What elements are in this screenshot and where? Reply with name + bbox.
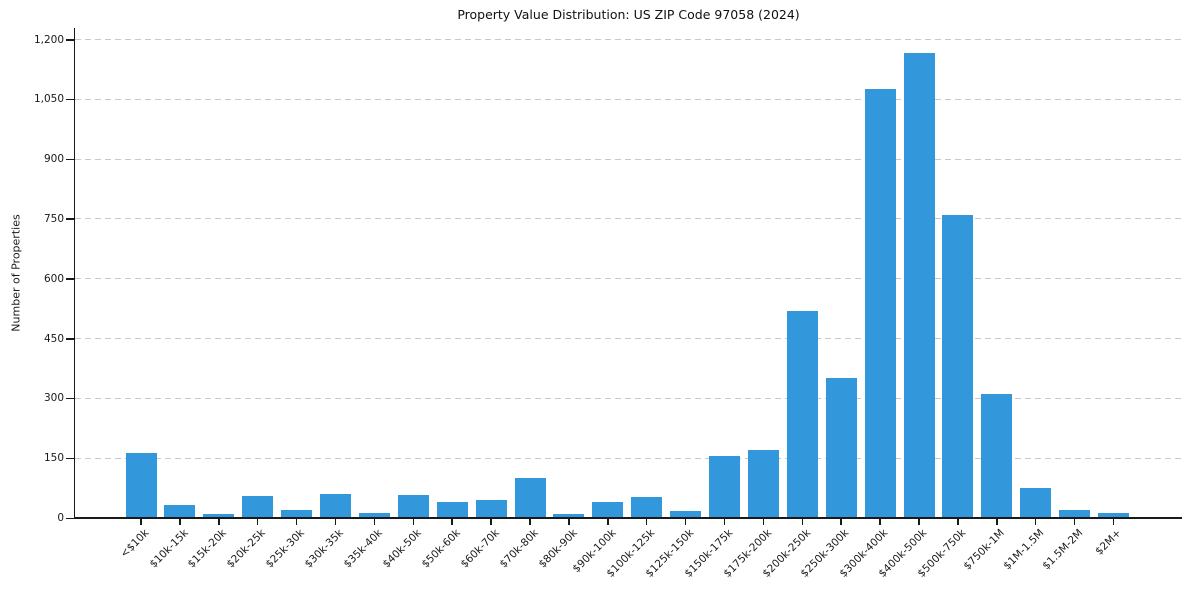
bar — [903, 53, 935, 518]
y-tick-mark — [66, 397, 74, 400]
x-tick-label: $30k-35k — [302, 527, 346, 571]
x-tick-label: $60k-70k — [458, 527, 502, 571]
y-tick-label: 1,050 — [33, 93, 64, 106]
bar — [592, 502, 624, 518]
x-tick-mark — [684, 519, 687, 525]
bar — [281, 510, 313, 518]
x-tick-mark — [218, 519, 220, 525]
gridline-y-600 — [75, 278, 1182, 280]
x-tick-mark — [295, 519, 298, 525]
x-tick-label: $25k-30k — [263, 527, 308, 571]
bar — [397, 494, 429, 518]
x-tick-label: $10k-15k — [147, 527, 191, 571]
x-tick-label: $1M-1.5M — [1000, 527, 1047, 573]
x-tick-label: $35k-40k — [341, 527, 385, 571]
bar — [475, 499, 507, 518]
x-tick-mark — [1112, 519, 1115, 525]
y-tick-label: 750 — [43, 212, 64, 225]
y-tick-mark — [66, 39, 74, 41]
bar — [786, 310, 818, 518]
bar — [1098, 513, 1129, 518]
gridline-y-450 — [75, 338, 1182, 340]
x-tick-mark — [607, 519, 609, 525]
y-tick-label: 900 — [43, 153, 64, 166]
bar — [164, 505, 196, 518]
y-tick-mark — [66, 517, 74, 519]
y-tick-label: 450 — [43, 332, 64, 345]
x-tick-mark — [568, 519, 570, 525]
y-tick-mark — [66, 457, 74, 460]
x-tick-label: $15k-20k — [185, 527, 230, 571]
x-tick-mark — [957, 519, 959, 525]
x-tick-mark — [373, 519, 376, 525]
x-tick-label: $20k-25k — [224, 527, 269, 571]
x-tick-label: $1.5M-2M — [1039, 527, 1086, 573]
x-tick-mark — [490, 519, 492, 525]
x-tick-mark — [879, 519, 881, 525]
x-tick-label: $50k-60k — [419, 527, 463, 571]
x-tick-label: $70k-80k — [497, 527, 541, 571]
x-tick-label: $40k-50k — [380, 527, 424, 571]
y-tick-label: 600 — [43, 272, 64, 285]
bar — [825, 378, 857, 518]
y-tick-label: 300 — [43, 392, 64, 405]
y-tick-label: 0 — [57, 512, 64, 524]
bar — [125, 453, 157, 518]
bar — [864, 89, 896, 518]
bar — [242, 496, 274, 518]
y-tick-label: 1,200 — [33, 33, 64, 46]
bar — [553, 513, 585, 518]
x-tick-mark — [996, 519, 998, 525]
x-axis-spine — [73, 517, 1182, 520]
gridline-y-750 — [75, 218, 1182, 220]
bar — [631, 497, 663, 518]
bar — [942, 214, 974, 518]
y-tick-mark — [66, 338, 74, 340]
bar — [320, 494, 351, 518]
x-tick-mark — [529, 519, 531, 525]
x-tick-label: $750k-1M — [961, 527, 1008, 573]
bar — [514, 478, 546, 518]
x-tick-label: $2M+ — [1093, 527, 1124, 558]
x-tick-mark — [840, 519, 842, 525]
x-tick-mark — [801, 519, 804, 525]
y-axis-spine — [73, 28, 76, 519]
gridline-y-1200 — [75, 39, 1182, 40]
bar — [709, 456, 740, 518]
y-tick-mark — [66, 98, 74, 101]
y-tick-mark — [66, 278, 74, 280]
x-tick-mark — [179, 519, 181, 525]
x-tick-mark — [723, 519, 726, 525]
x-tick-mark — [1034, 519, 1037, 525]
x-tick-mark — [918, 519, 920, 525]
y-tick-label: 150 — [43, 452, 64, 465]
bar — [203, 514, 235, 518]
plot-area — [75, 28, 1182, 518]
bar — [1059, 510, 1091, 518]
bar — [747, 450, 779, 518]
chart-title: Property Value Distribution: US ZIP Code… — [457, 7, 800, 22]
y-tick-mark — [66, 158, 74, 161]
x-tick-label: <$10k — [118, 527, 152, 561]
y-tick-mark — [66, 218, 74, 220]
x-tick-mark — [140, 519, 142, 525]
x-tick-mark — [645, 519, 648, 525]
gridline-y-900 — [75, 158, 1182, 160]
x-tick-mark — [451, 519, 453, 525]
bar — [670, 511, 702, 518]
x-tick-mark — [1073, 519, 1076, 525]
bar — [981, 394, 1013, 518]
gridline-y-1050 — [75, 98, 1182, 100]
bar — [1020, 488, 1052, 518]
x-tick-mark — [256, 519, 259, 525]
bar — [436, 502, 468, 518]
x-tick-mark — [412, 519, 415, 525]
x-tick-mark — [334, 519, 337, 525]
gridline-y-150 — [75, 457, 1182, 459]
x-tick-mark — [762, 519, 765, 525]
gridline-y-300 — [75, 397, 1182, 399]
bar — [358, 512, 390, 518]
